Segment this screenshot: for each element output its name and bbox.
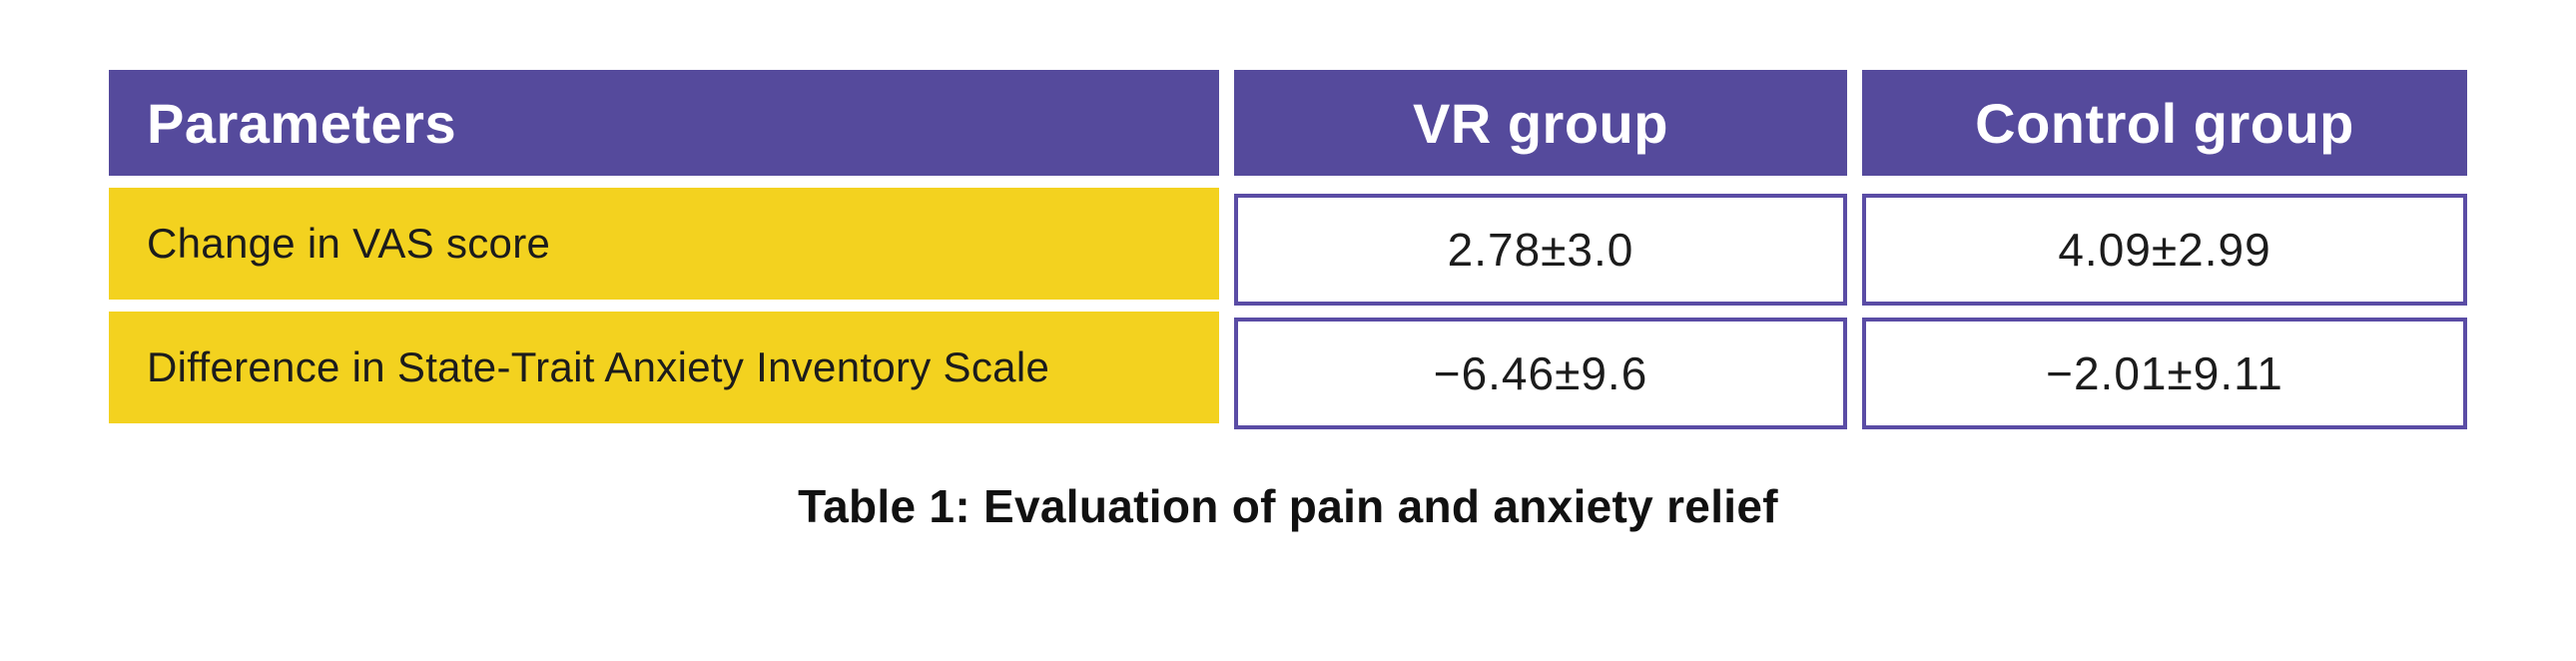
row-label-vas-score: Change in VAS score — [109, 188, 1219, 300]
row-label-anxiety-inventory: Difference in State-Trait Anxiety Invent… — [109, 312, 1219, 423]
value-cell-vas-vr: 2.78±3.0 — [1234, 194, 1847, 306]
value-cell-anxiety-vr: −6.46±9.6 — [1234, 318, 1847, 429]
value-cell-vas-control: 4.09±2.99 — [1862, 194, 2467, 306]
evaluation-table: Parameters VR group Control group Change… — [109, 70, 2467, 429]
header-cell-vr-group: VR group — [1234, 70, 1847, 176]
table-caption: Table 1: Evaluation of pain and anxiety … — [798, 480, 1778, 532]
header-cell-parameters: Parameters — [109, 70, 1219, 176]
value-cell-anxiety-control: −2.01±9.11 — [1862, 318, 2467, 429]
header-cell-control-group: Control group — [1862, 70, 2467, 176]
